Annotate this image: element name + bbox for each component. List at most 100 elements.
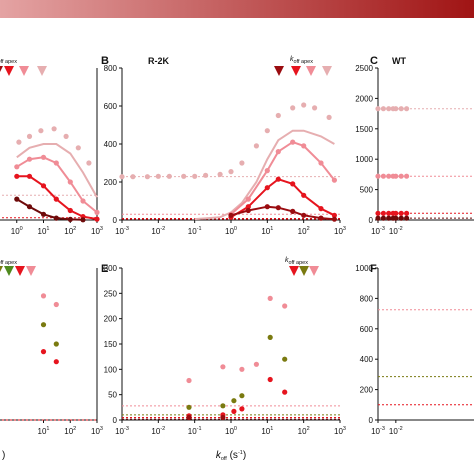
panel-letter: F — [370, 263, 377, 275]
data-point — [217, 171, 223, 177]
y-tick-label: 800 — [104, 64, 118, 73]
x-axis-title-exp: -1 — [238, 450, 243, 456]
x-tick-label: 103 — [91, 426, 103, 436]
x-tick-base: 10 — [151, 227, 160, 236]
header-banner — [0, 0, 474, 18]
data-point — [245, 196, 251, 202]
x-tick-label: 101 — [261, 426, 273, 436]
data-point — [404, 210, 410, 216]
data-point — [375, 106, 381, 112]
x-tick-base: 10 — [11, 227, 20, 236]
apex-marker-triangle — [309, 266, 319, 276]
apex-marker-triangle — [0, 66, 3, 72]
data-point — [275, 149, 281, 155]
data-point — [75, 145, 81, 151]
x-tick-exponent: 1 — [270, 226, 273, 232]
x-tick-label: 102 — [64, 426, 76, 436]
x-tick-label: 103 — [334, 426, 346, 436]
data-point — [326, 114, 332, 120]
x-tick-exponent: 2 — [307, 426, 310, 432]
data-point — [67, 179, 73, 185]
data-point — [301, 212, 307, 218]
x-tick-exponent: 0 — [20, 226, 23, 232]
x-axis-title: koff (s-1) — [216, 450, 246, 462]
data-point — [386, 106, 392, 112]
apex-marker-triangle — [19, 66, 29, 76]
x-tick-base: 10 — [64, 227, 73, 236]
data-point — [245, 207, 251, 214]
x-tick-label: 100 — [225, 426, 237, 436]
x-tick-exponent: 2 — [73, 426, 76, 432]
data-point — [40, 183, 47, 189]
data-point — [130, 174, 136, 180]
data-point — [231, 398, 237, 404]
x-axis-title-sub: off — [221, 456, 227, 462]
data-point — [228, 212, 234, 218]
y-tick-label: 500 — [360, 186, 374, 195]
x-tick-label: 103 — [91, 226, 103, 236]
data-point — [166, 173, 172, 179]
x-tick-label: 101 — [38, 226, 50, 236]
x-tick-exponent: -3 — [124, 226, 129, 232]
data-point — [282, 356, 288, 362]
x-tick-base: 10 — [188, 227, 197, 236]
data-point — [40, 322, 47, 328]
data-point — [40, 293, 47, 299]
x-tick-label: 103 — [334, 226, 346, 236]
y-tick-label: 0 — [113, 416, 118, 425]
x-tick-exponent: 1 — [270, 426, 273, 432]
koff-apex-label: koff apex — [0, 56, 17, 65]
data-point — [155, 173, 161, 179]
data-point — [386, 173, 392, 179]
panel-letter: E — [101, 263, 108, 275]
x-tick-base: 10 — [225, 427, 234, 436]
x-tick-base: 10 — [298, 227, 307, 236]
data-point — [14, 173, 20, 179]
data-point — [239, 393, 245, 399]
data-point — [239, 160, 245, 166]
koff-apex-label: koff apex — [0, 257, 17, 266]
x-tick-base: 10 — [389, 427, 398, 436]
x-tick-base: 10 — [334, 427, 343, 436]
data-point — [386, 215, 392, 221]
y-tick-label: 600 — [360, 325, 374, 334]
x-tick-label: 10-1 — [188, 426, 202, 436]
x-axis-title-fragment-d: ) — [2, 450, 5, 461]
koff-apex-sub: off apex — [0, 260, 17, 266]
data-point — [301, 102, 307, 108]
x-tick-exponent: -1 — [197, 426, 202, 432]
data-point — [67, 207, 73, 214]
x-tick-base: 10 — [115, 227, 124, 236]
panel-letter: B — [101, 55, 109, 67]
data-point — [398, 215, 404, 221]
data-point — [80, 198, 86, 204]
y-tick-label: 150 — [104, 340, 118, 349]
data-point — [67, 216, 73, 222]
series-line — [16, 143, 98, 198]
x-tick-base: 10 — [371, 427, 380, 436]
apex-marker-triangle — [15, 266, 25, 276]
apex-marker-triangle — [322, 66, 332, 76]
panel-e: 10-3 10-2 10-1 100 101 102 1030501001502002503… — [101, 257, 346, 436]
data-point — [380, 173, 386, 179]
data-point — [398, 210, 404, 216]
data-point — [253, 143, 259, 149]
data-point — [253, 361, 259, 367]
data-point — [267, 334, 273, 340]
apex-marker-triangle — [274, 66, 284, 76]
data-point — [282, 303, 288, 309]
series-line — [16, 198, 84, 221]
y-tick-label: 800 — [360, 294, 374, 303]
koff-apex-sub: off apex — [294, 59, 314, 65]
data-point — [228, 169, 234, 175]
data-point — [119, 174, 125, 180]
x-axis-title-close: ) — [243, 450, 246, 461]
x-tick-label: 10-2 — [389, 426, 403, 436]
data-point — [144, 174, 150, 180]
y-tick-label: 1000 — [355, 155, 373, 164]
data-point — [404, 215, 410, 221]
x-tick-exponent: 1 — [46, 426, 49, 432]
data-point — [380, 210, 386, 216]
data-point — [220, 403, 226, 409]
data-point — [282, 389, 288, 395]
